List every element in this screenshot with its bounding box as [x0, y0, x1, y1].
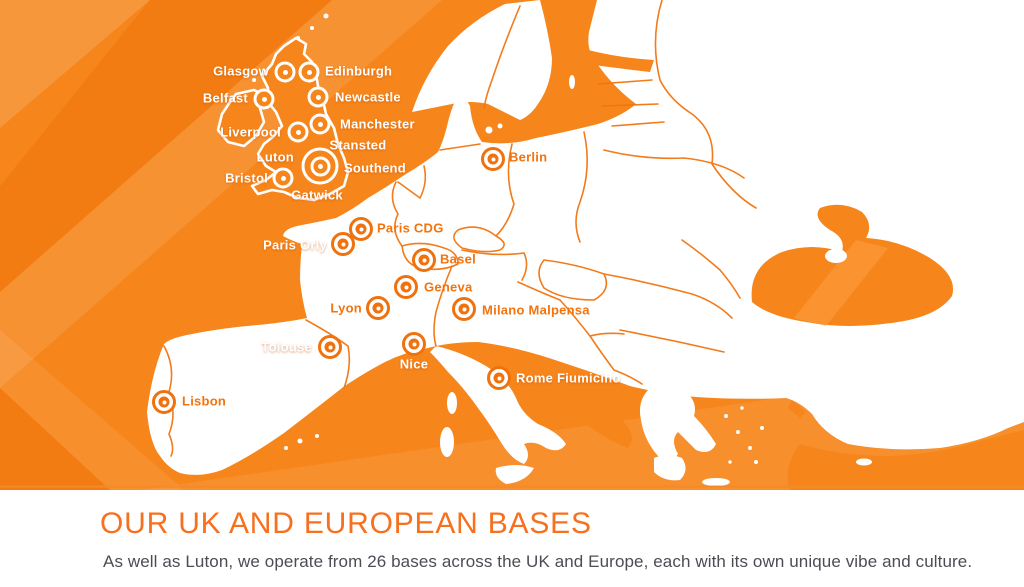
greece — [639, 388, 764, 486]
black-sea — [751, 204, 954, 326]
manchester-marker — [309, 113, 331, 135]
liverpool-marker — [287, 121, 309, 143]
scandinavia — [412, 0, 552, 120]
belfast-marker — [253, 88, 275, 110]
continent-landmass — [147, 0, 1024, 475]
luton-label: Luton — [256, 149, 294, 165]
crete — [702, 478, 730, 486]
italy — [430, 346, 566, 484]
bases-intro-section: OUR UK AND EUROPEAN BASES As well as Lut… — [0, 490, 1024, 587]
nice-marker — [402, 332, 426, 356]
section-title: OUR UK AND EUROPEAN BASES — [100, 507, 592, 540]
southend-label: Southend — [344, 160, 406, 176]
edinburgh-label: Edinburgh — [325, 63, 393, 79]
cyprus — [856, 458, 872, 466]
rome-fiumicino-label: Rome Fiumicino — [516, 370, 621, 386]
geneva-label: Geneva — [424, 279, 473, 295]
section-body: As well as Luton, we operate from 26 bas… — [103, 552, 973, 571]
lyon-marker — [366, 296, 390, 320]
edinburgh-marker — [298, 61, 320, 83]
gulf-of-finland — [586, 50, 654, 72]
paris-cdg-marker — [349, 217, 373, 241]
rome-fiumicino-marker — [487, 366, 511, 390]
geneva-marker — [394, 275, 418, 299]
stansted-label: Stansted — [329, 137, 387, 153]
map-artwork — [0, 0, 1024, 490]
lisbon-marker — [152, 390, 176, 414]
bristol-marker — [272, 167, 294, 189]
bosphorus — [788, 400, 806, 418]
bases-layer: Glasgow Edinburgh Belfast Newcastle Liverpoo… — [152, 61, 621, 414]
country-borders — [163, 0, 757, 457]
berlin-label: Berlin — [509, 149, 548, 165]
lisbon-label: Lisbon — [182, 393, 227, 409]
milano-malpensa-marker — [452, 297, 476, 321]
berlin-marker — [481, 147, 505, 171]
glasgow-marker — [274, 61, 296, 83]
tolouse-label: Tolouse — [261, 339, 312, 355]
gatwick-label: Gatwick — [291, 187, 343, 203]
lyon-label: Lyon — [330, 300, 362, 316]
europe-bases-map: Glasgow Edinburgh Belfast Newcastle Liverpoo… — [0, 0, 1024, 490]
small-islands — [252, 13, 575, 450]
east-mediterranean — [787, 400, 1024, 490]
sardinia — [440, 427, 454, 457]
map-bottom-edge — [0, 485, 1024, 488]
milano-malpensa-label: Milano Malpensa — [482, 302, 590, 318]
newcastle-marker — [307, 86, 329, 108]
liverpool-label: Liverpool — [220, 124, 281, 140]
crimea — [825, 249, 847, 263]
paris-cdg-label: Paris CDG — [377, 220, 444, 236]
london-cluster-marker — [301, 147, 339, 185]
paris-orly-label: Paris Orly — [263, 237, 327, 253]
corsica — [447, 392, 457, 414]
manchester-label: Manchester — [340, 116, 415, 132]
adriatic-sea — [494, 346, 632, 448]
sicily — [495, 465, 534, 484]
newcastle-label: Newcastle — [335, 89, 401, 105]
belfast-label: Belfast — [202, 90, 248, 106]
paris-orly-marker — [331, 232, 355, 256]
tolouse-marker — [318, 335, 342, 359]
basel-marker — [412, 248, 436, 272]
glasgow-label: Glasgow — [213, 63, 269, 79]
nice-label: Nice — [399, 356, 429, 372]
basel-label: Basel — [440, 251, 476, 267]
bristol-label: Bristol — [225, 170, 268, 186]
